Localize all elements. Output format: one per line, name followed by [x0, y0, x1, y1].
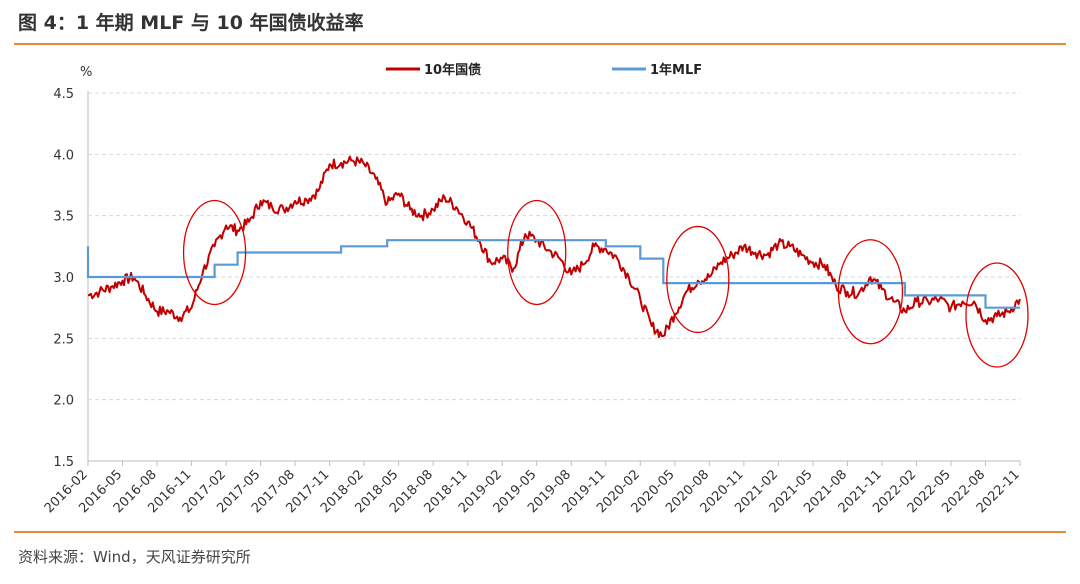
annotation-layer	[182, 199, 1029, 368]
yield-line-chart: 4.5 4.0 3.5 3.0 2.5 2.0 1.5 2016-022016-052016…	[42, 62, 1029, 516]
figure-title: 图 4：1 年期 MLF 与 10 年国债收益率	[18, 12, 364, 34]
grid-layer	[88, 92, 1020, 401]
annotation-ellipse	[837, 239, 904, 345]
y-tick-label: 3.0	[53, 271, 74, 286]
annotation-ellipse	[182, 199, 247, 306]
y-tick-label: 3.5	[53, 210, 74, 225]
series-line-1y-mlf	[86, 239, 1020, 309]
y-tick-label: 4.5	[53, 87, 74, 102]
y-tick-label: 2.0	[53, 394, 74, 409]
legend-label: 1年MLF	[650, 62, 702, 78]
legend-item-10y-bond: 10年国债	[386, 62, 481, 78]
legend-item-1y-mlf: 1年MLF	[612, 62, 702, 78]
annotation-ellipse	[666, 225, 730, 334]
annotation-ellipse	[965, 262, 1029, 368]
legend: 10年国债 1年MLF	[386, 62, 702, 78]
series-line-10y-bond	[87, 155, 1021, 338]
y-tick-label: 2.5	[53, 332, 74, 347]
title-divider	[14, 43, 1066, 45]
y-tick-label: 4.0	[53, 148, 74, 163]
annotation-ellipse	[507, 199, 567, 306]
legend-label: 10年国债	[424, 62, 481, 78]
y-axis: 4.5 4.0 3.5 3.0 2.5 2.0 1.5	[53, 87, 89, 470]
y-tick-label: 1.5	[53, 455, 74, 470]
source-note: 资料来源：Wind，天风证券研究所	[18, 548, 251, 566]
y-unit-label: %	[80, 65, 92, 80]
x-axis: 2016-022016-052016-082016-112017-022017-…	[42, 460, 1023, 516]
series-layer	[86, 155, 1021, 338]
source-divider	[14, 531, 1066, 533]
